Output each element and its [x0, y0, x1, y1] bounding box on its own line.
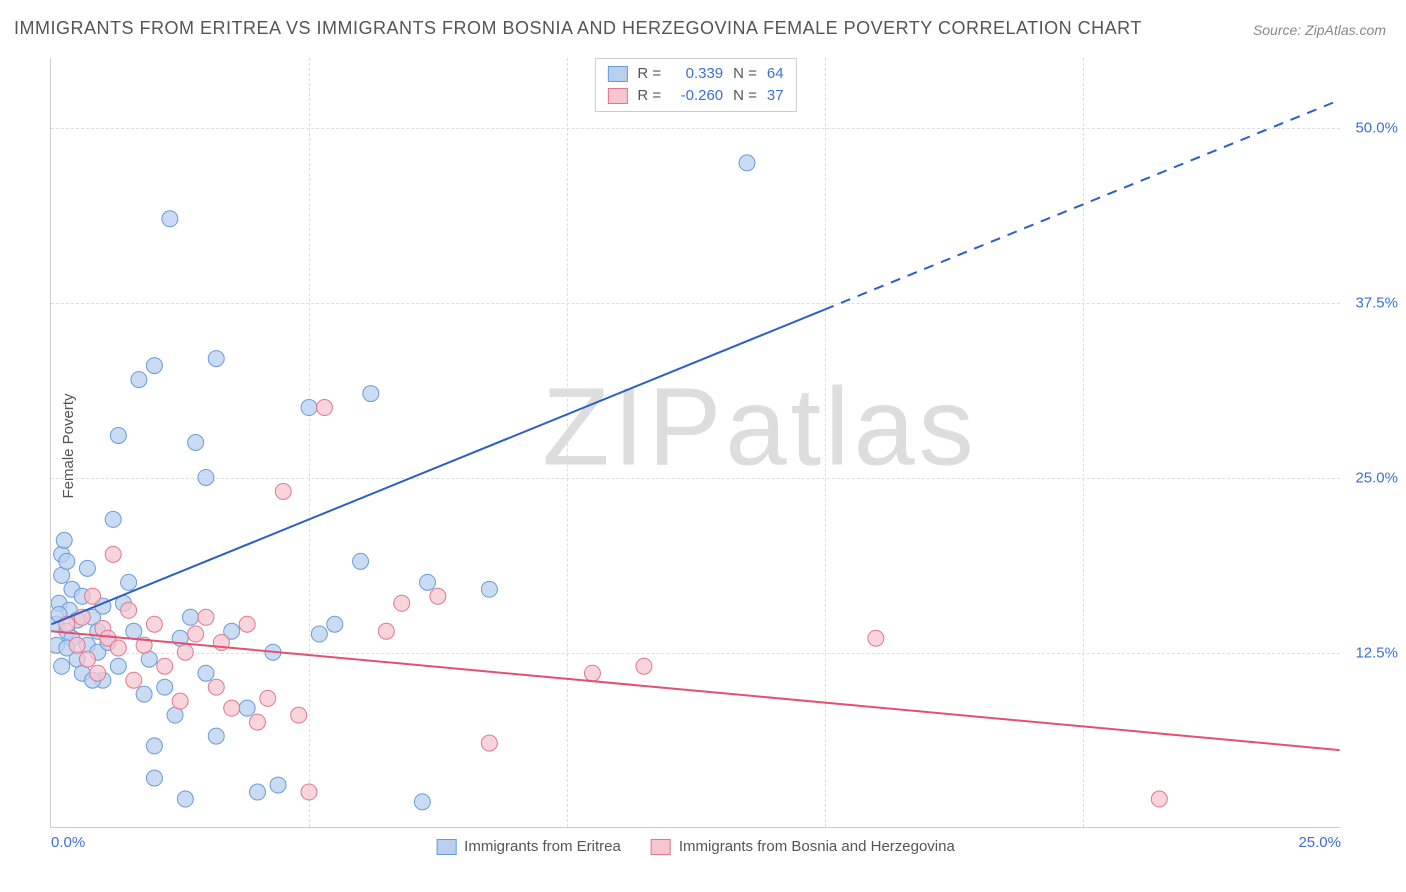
data-point-series-0: [110, 658, 126, 674]
y-tick-label: 12.5%: [1355, 645, 1398, 662]
data-point-series-0: [249, 784, 265, 800]
y-tick-label: 25.0%: [1355, 470, 1398, 487]
data-point-series-0: [162, 211, 178, 227]
data-point-series-0: [131, 372, 147, 388]
data-point-series-0: [208, 728, 224, 744]
data-point-series-1: [291, 707, 307, 723]
data-point-series-1: [126, 672, 142, 688]
data-point-series-0: [56, 532, 72, 548]
r-value-1: -0.260: [671, 85, 723, 107]
data-point-series-0: [414, 794, 430, 810]
data-point-series-0: [198, 665, 214, 681]
data-point-series-0: [363, 386, 379, 402]
legend-swatch-series-1: [607, 88, 627, 104]
data-point-series-0: [157, 679, 173, 695]
data-point-series-0: [110, 428, 126, 444]
data-point-series-0: [420, 574, 436, 590]
data-point-series-1: [110, 640, 126, 656]
data-point-series-1: [146, 616, 162, 632]
data-point-series-1: [121, 602, 137, 618]
legend-entry-1: Immigrants from Bosnia and Herzegovina: [651, 838, 955, 855]
data-point-series-1: [188, 626, 204, 642]
plot-svg: [51, 58, 1340, 827]
data-point-series-0: [353, 553, 369, 569]
data-point-series-1: [224, 700, 240, 716]
legend-entry-0: Immigrants from Eritrea: [436, 838, 621, 855]
data-point-series-1: [378, 623, 394, 639]
legend-label-1: Immigrants from Bosnia and Herzegovina: [679, 838, 955, 855]
x-tick-label: 25.0%: [1298, 834, 1341, 851]
data-point-series-1: [85, 588, 101, 604]
data-point-series-1: [177, 644, 193, 660]
data-point-series-0: [301, 400, 317, 416]
data-point-series-0: [198, 469, 214, 485]
data-point-series-0: [208, 351, 224, 367]
data-point-series-0: [136, 686, 152, 702]
r-label: R =: [637, 63, 661, 85]
trend-line-dash-series-0: [824, 100, 1339, 310]
data-point-series-1: [636, 658, 652, 674]
data-point-series-0: [146, 770, 162, 786]
data-point-series-0: [59, 553, 75, 569]
data-point-series-1: [198, 609, 214, 625]
data-point-series-0: [105, 511, 121, 527]
data-point-series-1: [239, 616, 255, 632]
source-label: Source: ZipAtlas.com: [1253, 22, 1386, 38]
data-point-series-0: [188, 435, 204, 451]
data-point-series-0: [79, 560, 95, 576]
legend-swatch-series-0: [436, 839, 456, 855]
y-tick-label: 50.0%: [1355, 120, 1398, 137]
data-point-series-1: [584, 665, 600, 681]
legend-label-0: Immigrants from Eritrea: [464, 838, 621, 855]
data-point-series-1: [260, 690, 276, 706]
data-point-series-1: [394, 595, 410, 611]
chart-title: IMMIGRANTS FROM ERITREA VS IMMIGRANTS FR…: [14, 18, 1142, 39]
data-point-series-1: [481, 735, 497, 751]
data-point-series-0: [270, 777, 286, 793]
legend-stats-row: R = -0.260 N = 37: [607, 85, 783, 107]
data-point-series-1: [1151, 791, 1167, 807]
data-point-series-1: [316, 400, 332, 416]
x-tick-label: 0.0%: [51, 834, 85, 851]
n-value-0: 64: [767, 63, 784, 85]
legend-swatch-series-1: [651, 839, 671, 855]
data-point-series-0: [146, 358, 162, 374]
data-point-series-0: [146, 738, 162, 754]
legend-stats: R = 0.339 N = 64 R = -0.260 N = 37: [594, 58, 796, 112]
legend-stats-row: R = 0.339 N = 64: [607, 63, 783, 85]
data-point-series-0: [239, 700, 255, 716]
data-point-series-0: [54, 658, 70, 674]
data-point-series-0: [182, 609, 198, 625]
trend-line-series-1: [51, 631, 1339, 750]
data-point-series-1: [275, 483, 291, 499]
y-tick-label: 37.5%: [1355, 295, 1398, 312]
plot-area: ZIPatlas R = 0.339 N = 64 R = -0.260 N =…: [50, 58, 1340, 828]
data-point-series-1: [249, 714, 265, 730]
data-point-series-1: [79, 651, 95, 667]
data-point-series-0: [121, 574, 137, 590]
trend-line-series-0: [51, 310, 824, 625]
n-label: N =: [733, 85, 757, 107]
n-label: N =: [733, 63, 757, 85]
data-point-series-1: [69, 637, 85, 653]
data-point-series-0: [739, 155, 755, 171]
data-point-series-1: [105, 546, 121, 562]
n-value-1: 37: [767, 85, 784, 107]
data-point-series-1: [90, 665, 106, 681]
r-value-0: 0.339: [671, 63, 723, 85]
data-point-series-0: [126, 623, 142, 639]
legend-swatch-series-0: [607, 66, 627, 82]
data-point-series-0: [327, 616, 343, 632]
data-point-series-1: [157, 658, 173, 674]
legend-bottom: Immigrants from Eritrea Immigrants from …: [436, 838, 955, 855]
data-point-series-1: [301, 784, 317, 800]
data-point-series-0: [481, 581, 497, 597]
r-label: R =: [637, 85, 661, 107]
data-point-series-1: [172, 693, 188, 709]
data-point-series-1: [208, 679, 224, 695]
data-point-series-1: [868, 630, 884, 646]
data-point-series-0: [177, 791, 193, 807]
data-point-series-0: [311, 626, 327, 642]
data-point-series-1: [430, 588, 446, 604]
